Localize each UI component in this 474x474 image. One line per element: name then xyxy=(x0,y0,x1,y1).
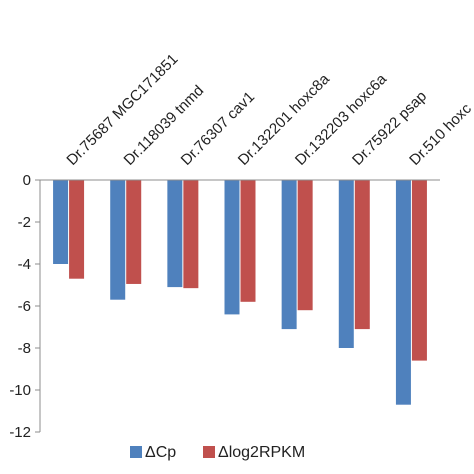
legend-item-dcp-swatch xyxy=(130,446,142,458)
y-tick-label: -10 xyxy=(9,382,31,399)
bar-dlog2rpkm-2 xyxy=(183,180,199,289)
bar-dlog2rpkm-5 xyxy=(354,180,370,330)
bar-dcp-1 xyxy=(110,180,126,300)
bars xyxy=(53,180,427,405)
bar-dlog2rpkm-0 xyxy=(69,180,85,279)
y-tick-label: -4 xyxy=(18,256,31,273)
y-tick-label: -8 xyxy=(18,340,31,357)
bar-dcp-6 xyxy=(395,180,411,405)
bar-dcp-3 xyxy=(224,180,240,315)
bar-dlog2rpkm-6 xyxy=(411,180,427,361)
bar-dcp-0 xyxy=(53,180,69,264)
legend-item-dlog2rpkm-swatch xyxy=(203,446,215,458)
y-tick-label: 0 xyxy=(23,172,31,189)
bar-dcp-2 xyxy=(167,180,183,288)
y-tick-label: -6 xyxy=(18,298,31,315)
bar-dlog2rpkm-1 xyxy=(126,180,142,284)
y-axis-ticks: 0 -2 -4 -6 -8 -10 -12 xyxy=(9,172,40,441)
legend: ΔCp Δlog2RPKM xyxy=(130,444,305,461)
y-tick-label: -2 xyxy=(18,214,31,231)
bar-dlog2rpkm-4 xyxy=(297,180,313,311)
bar-dcp-4 xyxy=(281,180,297,330)
category-label: Dr.75687 MGC171851 xyxy=(63,51,181,169)
bar-dcp-5 xyxy=(338,180,354,348)
y-tick-label: -12 xyxy=(9,424,31,441)
bar-dlog2rpkm-3 xyxy=(240,180,256,302)
legend-item-dcp-label: ΔCp xyxy=(145,444,176,461)
legend-item-dlog2rpkm-label: Δlog2RPKM xyxy=(218,444,305,461)
